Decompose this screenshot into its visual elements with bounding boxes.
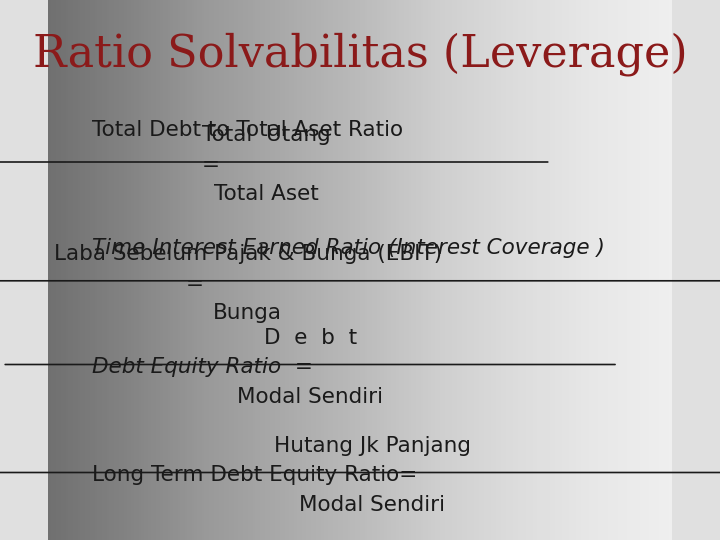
Text: Modal Sendiri: Modal Sendiri xyxy=(237,387,383,407)
Text: Total Debt to Total Aset Ratio: Total Debt to Total Aset Ratio xyxy=(92,119,403,140)
Text: Debt Equity Ratio  =: Debt Equity Ratio = xyxy=(92,357,312,377)
Text: =: = xyxy=(202,154,220,175)
Text: Modal Sendiri: Modal Sendiri xyxy=(300,495,446,515)
Text: Time Interest Earned Ratio (Interest Coverage ): Time Interest Earned Ratio (Interest Cov… xyxy=(92,238,605,259)
Text: Hutang Jk Panjang: Hutang Jk Panjang xyxy=(274,435,471,456)
Text: D  e  b  t: D e b t xyxy=(264,327,356,348)
Text: Long Term Debt Equity Ratio=: Long Term Debt Equity Ratio= xyxy=(92,465,417,485)
Text: Total  Utang: Total Utang xyxy=(202,125,331,145)
Text: Laba Sebelum Pajak & Bunga (EBIT): Laba Sebelum Pajak & Bunga (EBIT) xyxy=(54,244,442,264)
Text: =: = xyxy=(186,273,204,294)
Text: Total Aset: Total Aset xyxy=(214,184,319,205)
Text: Bunga: Bunga xyxy=(213,303,282,323)
Text: Ratio Solvabilitas (Leverage): Ratio Solvabilitas (Leverage) xyxy=(32,32,688,76)
